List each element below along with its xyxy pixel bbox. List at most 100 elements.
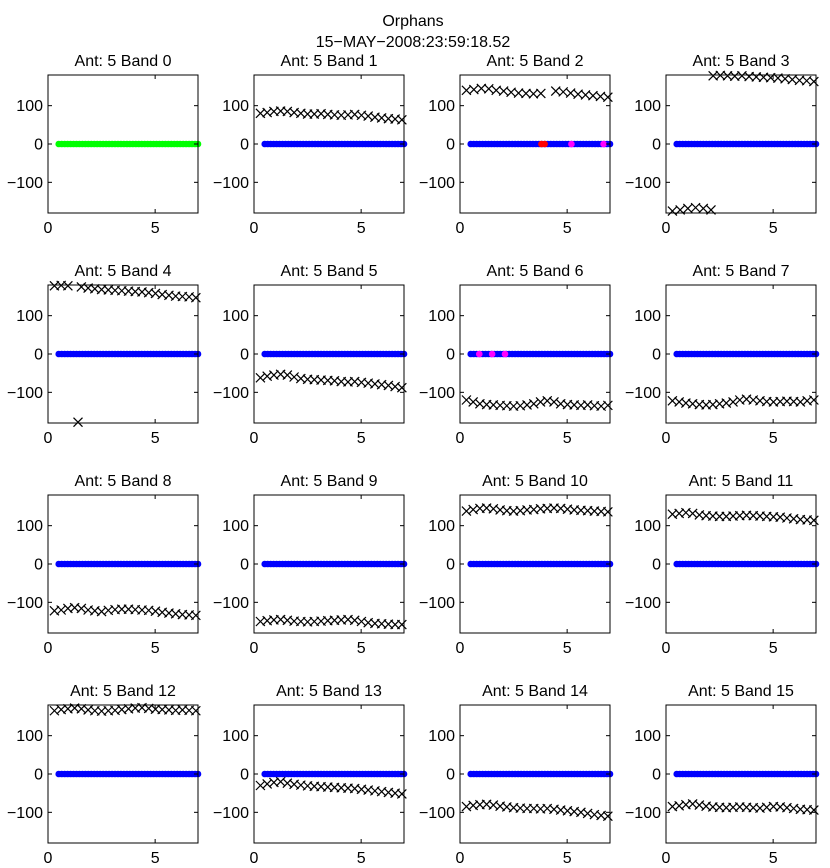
x-tick-label: 0: [662, 850, 671, 867]
y-tick-label: 100: [16, 728, 43, 745]
y-tick-label: 100: [222, 98, 249, 115]
x-tick-label: 5: [769, 430, 778, 447]
plot-area: [255, 770, 408, 799]
data-point-x: [396, 114, 407, 125]
x-tick-label: 0: [44, 220, 53, 237]
x-tick-label: 5: [563, 640, 572, 657]
y-tick-label: 100: [222, 308, 249, 325]
x-tick-label: 0: [250, 430, 259, 447]
data-point-dot: [541, 140, 548, 148]
data-point-x: [808, 395, 819, 405]
subplot-band-4: Ant: 5 Band 4 100 0 −100 0 5: [7, 263, 202, 447]
data-point-x: [698, 203, 709, 214]
data-point-x: [468, 396, 479, 407]
y-tick-label: 0: [446, 137, 455, 154]
subplot-title: Ant: 5 Band 4: [75, 263, 172, 280]
plot-area: [49, 560, 202, 621]
plot-area: [461, 83, 614, 148]
data-point-x: [73, 417, 83, 428]
x-tick-label: 5: [151, 430, 160, 447]
subplot-title: Ant: 5 Band 12: [70, 683, 176, 700]
y-tick-label: 100: [634, 308, 661, 325]
data-point-x: [461, 395, 472, 405]
y-tick-label: −100: [625, 595, 661, 612]
data-point-x: [687, 508, 698, 519]
data-point-x: [690, 202, 701, 213]
subplot-band-7: Ant: 5 Band 7 100 0 −100 0 5: [625, 263, 820, 447]
subplot-grid: Ant: 5 Band 0 100 0 −100 0 5 Ant: 5 Band 1 100 0…: [7, 53, 820, 867]
plot-area: [461, 350, 614, 412]
y-tick-label: 100: [16, 98, 43, 115]
x-tick-label: 5: [151, 640, 160, 657]
data-point-x: [461, 506, 472, 517]
subplot-band-10: Ant: 5 Band 10 100 0 −100 0 5: [419, 473, 614, 657]
data-point-x: [190, 610, 201, 621]
plot-area: [255, 560, 408, 630]
y-tick-label: 100: [634, 728, 661, 745]
data-point-x: [513, 88, 524, 98]
data-point-x: [56, 605, 67, 615]
subplot-title: Ant: 5 Band 5: [281, 263, 378, 280]
y-tick-label: −100: [625, 175, 661, 192]
data-point-dot: [501, 350, 509, 358]
x-tick-label: 5: [563, 850, 572, 867]
data-point-dot: [488, 350, 496, 358]
y-tick-label: 0: [240, 557, 249, 574]
data-point-x: [190, 705, 201, 716]
data-point-x: [255, 780, 266, 791]
subplot-band-11: Ant: 5 Band 11 100 0 −100 0 5: [625, 473, 820, 657]
y-tick-label: 0: [652, 557, 661, 574]
x-tick-label: 0: [250, 220, 259, 237]
data-point-x: [549, 396, 559, 407]
subplot-title: Ant: 5 Band 6: [487, 263, 584, 280]
x-tick-label: 0: [250, 850, 259, 867]
subplot-title: Ant: 5 Band 1: [281, 53, 378, 70]
x-tick-label: 5: [357, 850, 366, 867]
x-tick-label: 0: [250, 640, 259, 657]
data-point-x: [602, 811, 613, 822]
x-tick-label: 0: [44, 430, 53, 447]
plot-area: [49, 280, 202, 428]
y-tick-label: 0: [652, 347, 661, 364]
subplot-title: Ant: 5 Band 7: [693, 263, 790, 280]
subplot-title: Ant: 5 Band 0: [75, 53, 172, 70]
y-tick-label: −100: [7, 175, 43, 192]
y-tick-label: −100: [419, 595, 455, 612]
data-point-x: [476, 83, 487, 94]
x-tick-label: 0: [456, 430, 465, 447]
y-tick-label: 0: [446, 767, 455, 784]
x-tick-label: 0: [456, 850, 465, 867]
x-tick-label: 5: [151, 850, 160, 867]
y-tick-label: 0: [34, 347, 43, 364]
x-tick-label: 5: [769, 850, 778, 867]
data-point-x: [282, 370, 293, 381]
subplot-band-9: Ant: 5 Band 9 100 0 −100 0 5: [213, 473, 408, 657]
y-tick-label: 0: [34, 137, 43, 154]
y-tick-label: 0: [34, 557, 43, 574]
subplot-band-6: Ant: 5 Band 6 100 0 −100 0 5: [419, 263, 614, 447]
data-point-x: [808, 515, 819, 526]
y-tick-label: 0: [240, 137, 249, 154]
data-point-x: [190, 292, 201, 303]
plot-area: [667, 350, 820, 410]
x-tick-label: 5: [563, 220, 572, 237]
y-tick-label: −100: [625, 805, 661, 822]
subplot-title: Ant: 5 Band 8: [75, 473, 172, 490]
y-tick-label: −100: [213, 595, 249, 612]
y-tick-label: −100: [625, 385, 661, 402]
plot-area: [667, 70, 820, 217]
plot-area: [667, 507, 820, 568]
y-tick-label: −100: [419, 175, 455, 192]
data-point-dot: [600, 140, 607, 148]
plot-area: [255, 106, 408, 148]
data-point-x: [602, 400, 613, 411]
plot-area: [55, 140, 202, 148]
x-tick-label: 0: [662, 430, 671, 447]
y-tick-label: 0: [240, 767, 249, 784]
subplot-title: Ant: 5 Band 2: [487, 53, 584, 70]
y-tick-label: −100: [419, 805, 455, 822]
x-tick-label: 5: [563, 430, 572, 447]
x-tick-label: 5: [769, 220, 778, 237]
subplot-band-5: Ant: 5 Band 5 100 0 −100 0 5: [213, 263, 408, 447]
y-tick-label: −100: [7, 805, 43, 822]
